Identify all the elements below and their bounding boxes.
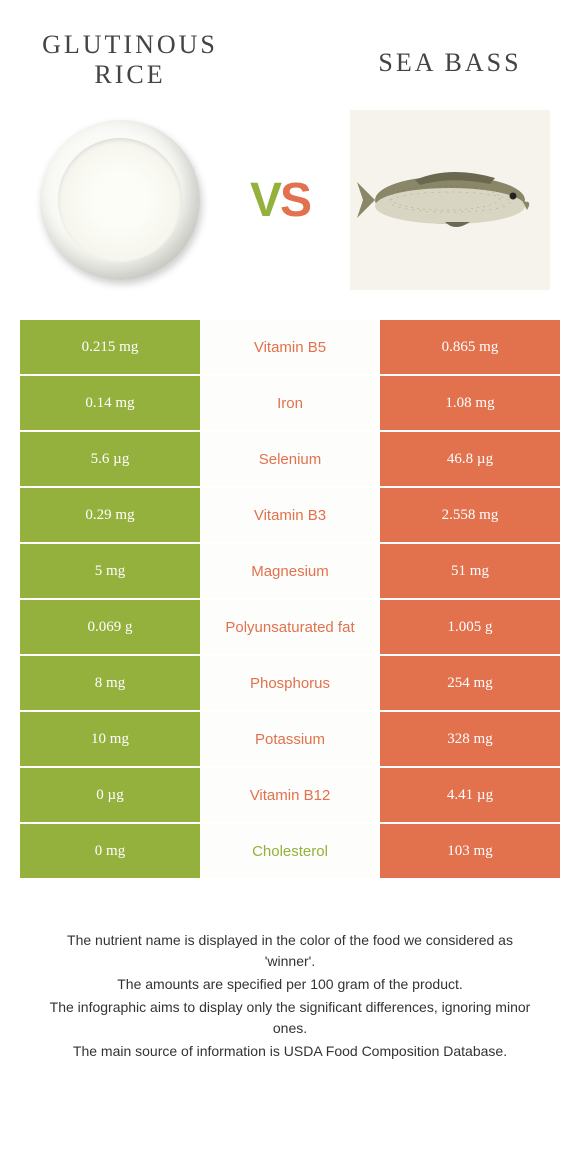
nutrient-name-cell: Selenium bbox=[200, 432, 380, 488]
right-value-cell: 4.41 µg bbox=[380, 768, 560, 824]
fish-icon bbox=[355, 160, 545, 240]
nutrient-name-cell: Potassium bbox=[200, 712, 380, 768]
vs-v: V bbox=[250, 174, 280, 227]
footer-line-2: The amounts are specified per 100 gram o… bbox=[40, 974, 540, 995]
table-row: 0 mgCholesterol103 mg bbox=[20, 824, 560, 880]
right-value-cell: 0.865 mg bbox=[380, 320, 560, 376]
left-value-cell: 0.069 g bbox=[20, 600, 200, 656]
nutrient-name-cell: Polyunsaturated fat bbox=[200, 600, 380, 656]
right-food-image bbox=[350, 110, 550, 290]
right-value-cell: 1.08 mg bbox=[380, 376, 560, 432]
table-row: 10 mgPotassium328 mg bbox=[20, 712, 560, 768]
nutrient-name-cell: Vitamin B12 bbox=[200, 768, 380, 824]
right-value-cell: 46.8 µg bbox=[380, 432, 560, 488]
right-value-cell: 103 mg bbox=[380, 824, 560, 880]
nutrient-table: 0.215 mgVitamin B50.865 mg0.14 mgIron1.0… bbox=[20, 320, 560, 880]
vs-label: VS bbox=[250, 173, 310, 228]
right-value-cell: 1.005 g bbox=[380, 600, 560, 656]
left-value-cell: 8 mg bbox=[20, 656, 200, 712]
footer-line-1: The nutrient name is displayed in the co… bbox=[40, 930, 540, 972]
vs-s: S bbox=[280, 174, 310, 227]
left-value-cell: 0.14 mg bbox=[20, 376, 200, 432]
right-value-cell: 51 mg bbox=[380, 544, 560, 600]
rice-bowl-icon bbox=[40, 120, 200, 280]
nutrient-name-cell: Iron bbox=[200, 376, 380, 432]
left-value-cell: 0 mg bbox=[20, 824, 200, 880]
nutrient-name-cell: Magnesium bbox=[200, 544, 380, 600]
table-row: 5 mgMagnesium51 mg bbox=[20, 544, 560, 600]
nutrient-name-cell: Vitamin B3 bbox=[200, 488, 380, 544]
header-row: Glutinous rice Sea bass bbox=[20, 30, 560, 90]
table-row: 8 mgPhosphorus254 mg bbox=[20, 656, 560, 712]
footer-notes: The nutrient name is displayed in the co… bbox=[20, 930, 560, 1062]
nutrient-name-cell: Cholesterol bbox=[200, 824, 380, 880]
right-value-cell: 2.558 mg bbox=[380, 488, 560, 544]
table-row: 0.215 mgVitamin B50.865 mg bbox=[20, 320, 560, 376]
nutrient-name-cell: Phosphorus bbox=[200, 656, 380, 712]
nutrient-name-cell: Vitamin B5 bbox=[200, 320, 380, 376]
left-value-cell: 0 µg bbox=[20, 768, 200, 824]
right-food-title: Sea bass bbox=[350, 48, 550, 78]
left-value-cell: 10 mg bbox=[20, 712, 200, 768]
left-value-cell: 5.6 µg bbox=[20, 432, 200, 488]
right-value-cell: 328 mg bbox=[380, 712, 560, 768]
table-row: 0 µgVitamin B124.41 µg bbox=[20, 768, 560, 824]
table-row: 0.29 mgVitamin B32.558 mg bbox=[20, 488, 560, 544]
left-value-cell: 0.29 mg bbox=[20, 488, 200, 544]
table-row: 0.069 gPolyunsaturated fat1.005 g bbox=[20, 600, 560, 656]
left-value-cell: 5 mg bbox=[20, 544, 200, 600]
left-food-title: Glutinous rice bbox=[30, 30, 230, 90]
footer-line-3: The infographic aims to display only the… bbox=[40, 997, 540, 1039]
right-value-cell: 254 mg bbox=[380, 656, 560, 712]
table-row: 5.6 µgSelenium46.8 µg bbox=[20, 432, 560, 488]
table-row: 0.14 mgIron1.08 mg bbox=[20, 376, 560, 432]
left-value-cell: 0.215 mg bbox=[20, 320, 200, 376]
images-row: VS bbox=[20, 110, 560, 290]
left-food-image bbox=[30, 110, 210, 290]
footer-line-4: The main source of information is USDA F… bbox=[40, 1041, 540, 1062]
